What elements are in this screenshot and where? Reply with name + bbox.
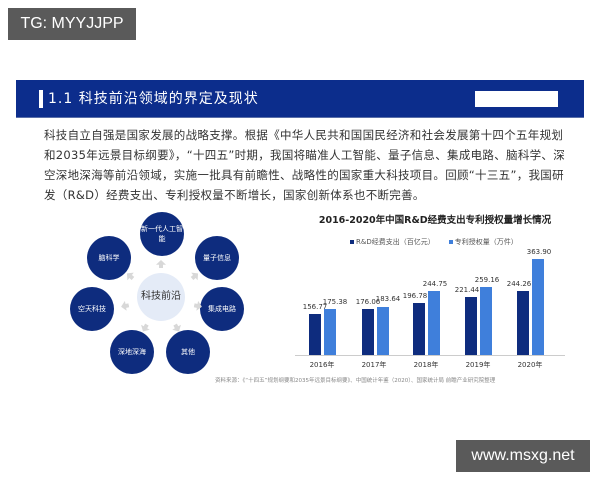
node-brain: 脑科学 (87, 236, 131, 280)
section-header: 1.1 科技前沿领域的界定及现状 (16, 80, 584, 118)
arrow-icon (156, 260, 166, 268)
bar-rd (465, 297, 477, 355)
bar-group-2020: 244.26 363.90 (507, 248, 557, 355)
x-tick-label: 2018年 (413, 361, 439, 369)
legend-swatch-icon (350, 240, 354, 244)
section-title: 1.1 科技前沿领域的界定及现状 (48, 91, 259, 107)
arrow-icon (120, 300, 130, 311)
bar-chart-plot: 156.77 175.38 176.06 183.64 196.78 244.7… (295, 248, 565, 356)
bar-rd (309, 314, 321, 355)
header-accent-bar (39, 90, 43, 108)
value-label: 156.77 (302, 303, 328, 311)
node-ic: 集成电路 (200, 287, 244, 331)
chart-legend: R&D经费支出（百亿元） 专利授权量（万件） (350, 237, 518, 247)
bar-group-2017: 176.06 183.64 (356, 250, 402, 355)
node-space: 空天科技 (70, 287, 114, 331)
chart-title: 2016-2020年中国R&D经费支出专利授权量增长情况 (318, 215, 552, 226)
value-label: 196.78 (402, 292, 428, 300)
legend-item-patent: 专利授权量（万件） (448, 237, 518, 247)
value-label: 183.64 (375, 295, 401, 303)
node-quantum: 量子信息 (195, 236, 239, 280)
value-label: 244.75 (422, 280, 448, 288)
bar-group-2018: 196.78 244.75 (403, 250, 453, 355)
value-label: 244.26 (506, 280, 532, 288)
x-tick-label: 2016年 (309, 361, 335, 369)
watermark-top: TG: MYYJJPP (8, 8, 136, 40)
value-label: 175.38 (322, 298, 348, 306)
node-ai: 新一代人工智能 (140, 212, 184, 256)
bar-patent (428, 291, 440, 355)
frontier-diagram: 新一代人工智能 量子信息 集成电路 其他 深地深海 空天科技 脑科学 科技前沿 (60, 210, 260, 375)
node-deep: 深地深海 (110, 330, 154, 374)
bar-patent (324, 309, 336, 355)
bar-patent (377, 307, 389, 355)
bar-patent (532, 259, 544, 355)
bar-group-2019: 221.44 259.16 (455, 250, 505, 355)
header-white-box (475, 91, 558, 107)
bar-rd (517, 291, 529, 355)
value-label: 363.90 (526, 248, 552, 256)
bar-rd (413, 303, 425, 355)
x-tick-label: 2017年 (361, 361, 387, 369)
value-label: 221.44 (454, 286, 480, 294)
bar-patent (480, 287, 492, 355)
legend-swatch-icon (448, 240, 453, 244)
bar-group-2016: 156.77 175.38 (303, 250, 349, 355)
bar-rd (362, 309, 374, 355)
node-other: 其他 (166, 330, 210, 374)
diagram-center: 科技前沿 (137, 273, 185, 321)
x-tick-label: 2019年 (465, 361, 491, 369)
legend-item-rd: R&D经费支出（百亿元） (350, 237, 435, 247)
x-tick-label: 2020年 (517, 361, 543, 369)
intro-paragraph: 科技自立自强是国家发展的战略支撑。根据《中华人民共和国国民经济和社会发展第十四个… (44, 128, 566, 202)
value-label: 176.06 (355, 298, 381, 306)
value-label: 259.16 (474, 276, 500, 284)
source-note: 资料来源：《“十四五”规划纲要和2035年远景目标纲要》、中国统计年鉴（2020… (215, 378, 496, 384)
watermark-bottom: www.msxg.net (456, 440, 590, 472)
